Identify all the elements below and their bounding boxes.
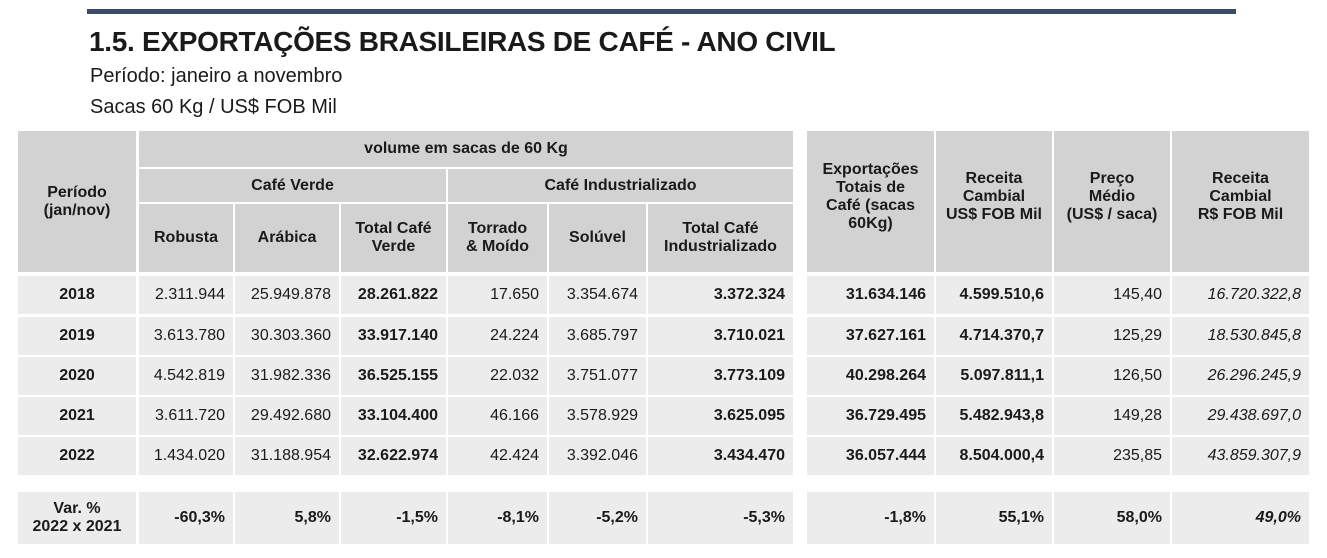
- table-cell: 18.530.845,8: [1172, 317, 1309, 355]
- table-cell: 25.949.878: [235, 276, 339, 314]
- header-receita-usd: Receita Cambial US$ FOB Mil: [936, 131, 1052, 272]
- table-cell: 22.032: [448, 357, 547, 395]
- header-volume: volume em sacas de 60 Kg: [139, 131, 793, 167]
- header-cafe-verde: Café Verde: [139, 169, 446, 202]
- header-cafe-industrializado: Café Industrializado: [448, 169, 793, 202]
- header-total-verde: Total Café Verde: [341, 204, 446, 272]
- header-periodo: Período (jan/nov): [18, 131, 136, 272]
- table-cell: 3.611.720: [139, 397, 233, 435]
- variation-cell: -60,3%: [139, 492, 233, 544]
- table-cell: 3.578.929: [549, 397, 646, 435]
- table-cell: 3.613.780: [139, 317, 233, 355]
- table-cell: 28.261.822: [341, 276, 446, 314]
- table-cell: 32.622.974: [341, 437, 446, 475]
- variation-cell: -5,2%: [549, 492, 646, 544]
- table-cell: 125,29: [1054, 317, 1170, 355]
- table-cell: 3.354.674: [549, 276, 646, 314]
- table-cell: 17.650: [448, 276, 547, 314]
- table-cell: 31.634.146: [807, 276, 934, 314]
- table-cell: 36.729.495: [807, 397, 934, 435]
- table-cell: 4.542.819: [139, 357, 233, 395]
- header-robusta: Robusta: [139, 204, 233, 272]
- variation-cell: -1,8%: [807, 492, 934, 544]
- table-cell: 3.773.109: [648, 357, 793, 395]
- variation-cell: -5,3%: [648, 492, 793, 544]
- header-export-totais: Exportações Totais de Café (sacas 60Kg): [807, 131, 934, 272]
- row-year: 2018: [18, 276, 136, 314]
- table-cell: 16.720.322,8: [1172, 276, 1309, 314]
- table-cell: 37.627.161: [807, 317, 934, 355]
- table-cell: 3.710.021: [648, 317, 793, 355]
- table-cell: 1.434.020: [139, 437, 233, 475]
- table-cell: 26.296.245,9: [1172, 357, 1309, 395]
- header-soluvel: Solúvel: [549, 204, 646, 272]
- table-cell: 31.188.954: [235, 437, 339, 475]
- row-year: 2020: [18, 357, 136, 395]
- table-cell: 43.859.307,9: [1172, 437, 1309, 475]
- table-cell: 8.504.000,4: [936, 437, 1052, 475]
- variation-cell: 5,8%: [235, 492, 339, 544]
- table-cell: 4.599.510,6: [936, 276, 1052, 314]
- header-arabica: Arábica: [235, 204, 339, 272]
- table-cell: 5.482.943,8: [936, 397, 1052, 435]
- table-cell: 3.625.095: [648, 397, 793, 435]
- page-title: 1.5. EXPORTAÇÕES BRASILEIRAS DE CAFÉ - A…: [89, 26, 836, 57]
- variation-cell: 49,0%: [1172, 492, 1309, 544]
- table-cell: 30.303.360: [235, 317, 339, 355]
- table-cell: 3.685.797: [549, 317, 646, 355]
- table-cell: 36.057.444: [807, 437, 934, 475]
- table-cell: 24.224: [448, 317, 547, 355]
- table-cell: 29.438.697,0: [1172, 397, 1309, 435]
- row-year: 2019: [18, 317, 136, 355]
- variation-cell: 55,1%: [936, 492, 1052, 544]
- variation-cell: 58,0%: [1054, 492, 1170, 544]
- table-cell: 33.104.400: [341, 397, 446, 435]
- table-cell: 36.525.155: [341, 357, 446, 395]
- table-cell: 29.492.680: [235, 397, 339, 435]
- variation-cell: -1,5%: [341, 492, 446, 544]
- row-year: 2022: [18, 437, 136, 475]
- table-cell: 5.097.811,1: [936, 357, 1052, 395]
- header-torrado: Torrado & Moído: [448, 204, 547, 272]
- variation-cell: -8,1%: [448, 492, 547, 544]
- table-cell: 3.392.046: [549, 437, 646, 475]
- table-cell: 149,28: [1054, 397, 1170, 435]
- header-preco: Preço Médio (US$ / saca): [1054, 131, 1170, 272]
- row-year: 2021: [18, 397, 136, 435]
- table-cell: 40.298.264: [807, 357, 934, 395]
- table-cell: 42.424: [448, 437, 547, 475]
- period-subtitle: Período: janeiro a novembro: [90, 65, 343, 87]
- table-cell: 235,85: [1054, 437, 1170, 475]
- units-subtitle: Sacas 60 Kg / US$ FOB Mil: [90, 96, 337, 118]
- table-cell: 33.917.140: [341, 317, 446, 355]
- table-cell: 2.311.944: [139, 276, 233, 314]
- table-cell: 4.714.370,7: [936, 317, 1052, 355]
- top-rule: [87, 9, 1236, 14]
- table-cell: 46.166: [448, 397, 547, 435]
- table-cell: 3.751.077: [549, 357, 646, 395]
- table-cell: 31.982.336: [235, 357, 339, 395]
- table-cell: 126,50: [1054, 357, 1170, 395]
- header-receita-brl: Receita Cambial R$ FOB Mil: [1172, 131, 1309, 272]
- table-cell: 3.434.470: [648, 437, 793, 475]
- table-cell: 3.372.324: [648, 276, 793, 314]
- table-cell: 145,40: [1054, 276, 1170, 314]
- header-total-ind: Total Café Industrializado: [648, 204, 793, 272]
- variation-label: Var. % 2022 x 2021: [18, 492, 136, 544]
